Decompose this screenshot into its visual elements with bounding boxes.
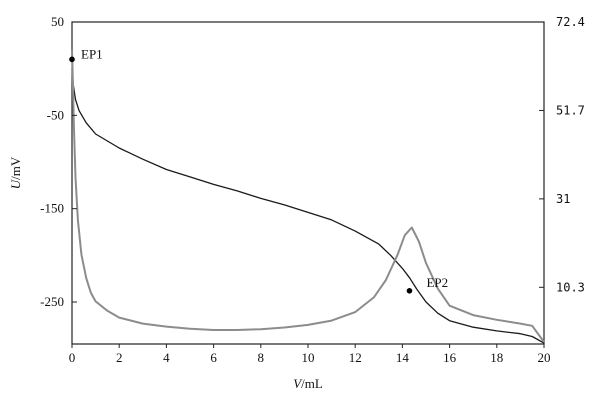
x-tick-label: 8	[258, 350, 265, 365]
x-tick-label: 20	[538, 350, 551, 365]
endpoint-label: EP2	[426, 275, 448, 290]
x-tick-label: 14	[396, 350, 410, 365]
y-right-tick-label: 72.4	[556, 15, 585, 29]
y-left-tick-label: 50	[51, 14, 64, 29]
endpoint-label: EP1	[81, 46, 103, 61]
potential-curve-series-0	[71, 68, 545, 344]
y-left-tick-label: -50	[47, 107, 64, 122]
x-tick-label: 2	[116, 350, 123, 365]
x-tick-label: 6	[210, 350, 217, 365]
y-right-tick-label: 10.3	[556, 280, 585, 294]
endpoint-marker	[406, 288, 413, 294]
derivative-curve-series-1	[71, 49, 545, 343]
y-left-tick-label: -150	[40, 201, 64, 216]
y-right-tick-label: 51.7	[556, 103, 585, 117]
plot-frame	[71, 21, 545, 345]
x-tick-label: 0	[69, 350, 76, 365]
x-axis-title: V/mL	[293, 376, 323, 391]
ticks-layer: 0 2 4 6 8 10 12 14 16 18 20 50 -50 -150 -250 72.4 51.7 31…	[40, 14, 585, 365]
x-tick-label: 12	[349, 350, 362, 365]
x-tick-label: 10	[302, 350, 315, 365]
x-tick-label: 4	[163, 350, 170, 365]
y-left-tick-label: -250	[40, 294, 64, 309]
series-layer	[71, 49, 545, 344]
x-tick-label: 18	[490, 350, 503, 365]
x-tick-label: 16	[443, 350, 457, 365]
y-right-tick-label: 31	[556, 192, 570, 206]
y-axis-title: U/mV	[8, 156, 23, 189]
endpoint-marker	[69, 56, 75, 63]
annotation-layer: EP1 EP2	[69, 46, 448, 294]
